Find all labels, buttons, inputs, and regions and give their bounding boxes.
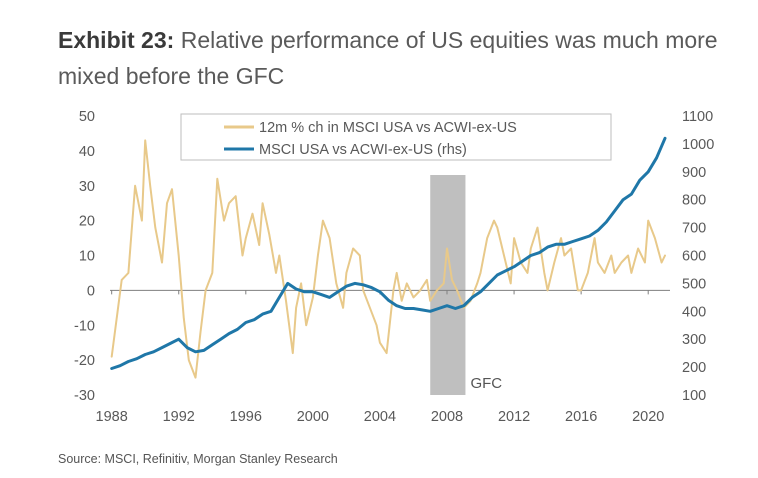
y-right-tick-label: 800: [682, 193, 706, 209]
y-left-tick-label: 10: [79, 249, 95, 265]
x-tick-label: 2012: [498, 409, 530, 425]
chart-title: Exhibit 23: Relative performance of US e…: [58, 22, 748, 94]
y-left-tick-label: -10: [74, 318, 95, 334]
y-left-tick-label: -20: [74, 353, 95, 369]
x-tick-label: 1996: [230, 409, 262, 425]
y-left-tick-label: 40: [79, 144, 95, 160]
legend-label-series-2: MSCI USA vs ACWI-ex-US (rhs): [259, 142, 467, 158]
legend-box: [180, 113, 612, 161]
x-tick-label: 2020: [632, 409, 664, 425]
gfc-label: GFC: [470, 375, 502, 392]
y-left-tick-label: 50: [79, 109, 95, 125]
legend-label-series-1: 12m % ch in MSCI USA vs ACWI-ex-US: [259, 120, 517, 136]
y-left-tick-label: -30: [74, 388, 95, 404]
y-right-tick-label: 100: [682, 388, 706, 404]
series-line-12m-change: [110, 139, 666, 379]
y-right-tick-label: 1100: [682, 109, 713, 125]
series-line-msci-usa-relative: [110, 136, 667, 370]
title-text: Relative performance of US equities was …: [58, 27, 718, 89]
x-tick-label: 2004: [364, 409, 396, 425]
y-right-tick-label: 200: [682, 360, 706, 376]
y-left-tick-label: 30: [79, 179, 95, 195]
y-right-tick-label: 900: [682, 165, 706, 181]
x-tick-label: 2008: [431, 409, 463, 425]
y-right-tick-label: 700: [682, 221, 706, 237]
x-tick-label: 1988: [96, 409, 128, 425]
y-left-tick-label: 20: [79, 214, 95, 230]
x-tick-label: 1992: [163, 409, 195, 425]
y-right-tick-label: 300: [682, 332, 706, 348]
source-note: Source: MSCI, Refinitiv, Morgan Stanley …: [58, 452, 338, 466]
x-tick-label: 2000: [297, 409, 329, 425]
exhibit-label: Exhibit 23:: [58, 27, 175, 53]
gfc-shaded-band: [430, 175, 466, 395]
y-left-tick-label: 0: [87, 283, 95, 299]
y-right-tick-label: 600: [682, 249, 706, 265]
y-right-tick-label: 400: [682, 304, 706, 320]
x-tick-label: 2016: [565, 409, 597, 425]
y-right-tick-label: 1000: [682, 137, 714, 153]
y-right-tick-label: 500: [682, 276, 706, 292]
